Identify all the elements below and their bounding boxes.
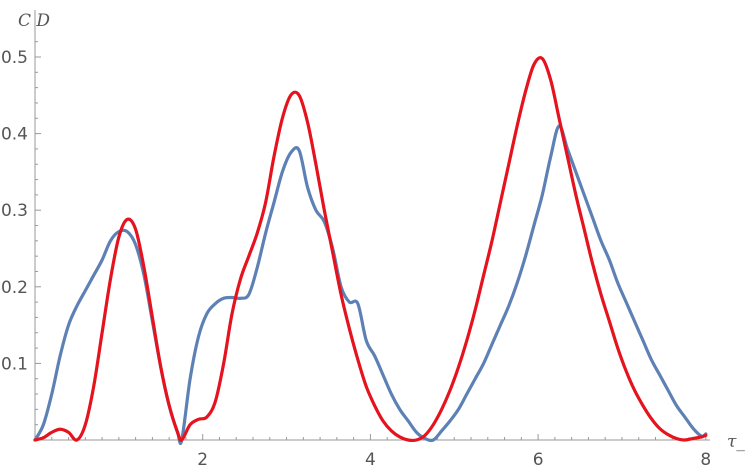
tick-labels: 2 4 6 8 0.1 0.2 0.3 0.4 0.5 [1, 48, 711, 470]
x-tick-label: 4 [365, 450, 376, 470]
y-axis-label: C D [18, 11, 50, 31]
x-tick-label: 8 [700, 450, 711, 470]
series-line-red [33, 56, 708, 443]
y-tick-label: 0.5 [1, 48, 28, 68]
x-tick-label: 6 [533, 450, 544, 470]
y-tick-label: 0.4 [1, 125, 28, 145]
ticks [35, 41, 707, 440]
y-tick-label: 0.3 [1, 201, 28, 221]
y-tick-label: 0.1 [1, 354, 28, 374]
series-layer [33, 56, 708, 445]
x-tick-label: 2 [197, 450, 208, 470]
y-tick-label: 0.2 [1, 278, 28, 298]
x-axis-label: τ_ [727, 432, 745, 452]
axes [34, 10, 710, 441]
